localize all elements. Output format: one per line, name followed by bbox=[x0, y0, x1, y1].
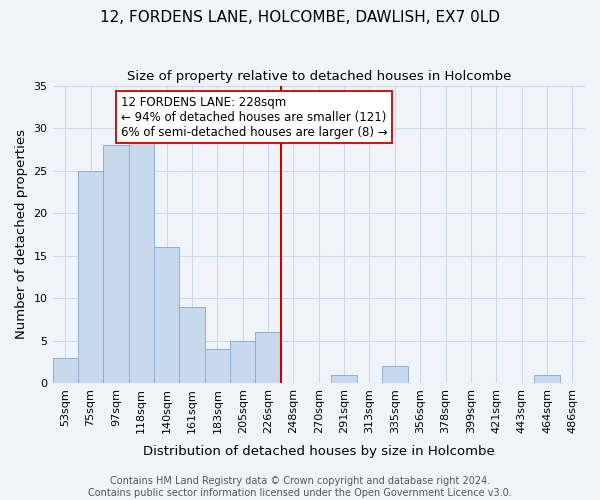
Bar bbox=[103, 145, 128, 384]
Bar bbox=[230, 341, 256, 384]
Y-axis label: Number of detached properties: Number of detached properties bbox=[15, 130, 28, 340]
X-axis label: Distribution of detached houses by size in Holcombe: Distribution of detached houses by size … bbox=[143, 444, 494, 458]
Bar bbox=[534, 375, 560, 384]
Title: Size of property relative to detached houses in Holcombe: Size of property relative to detached ho… bbox=[127, 70, 511, 83]
Bar bbox=[256, 332, 281, 384]
Bar bbox=[382, 366, 407, 384]
Text: Contains HM Land Registry data © Crown copyright and database right 2024.
Contai: Contains HM Land Registry data © Crown c… bbox=[88, 476, 512, 498]
Bar bbox=[78, 170, 103, 384]
Bar bbox=[128, 136, 154, 384]
Bar bbox=[154, 247, 179, 384]
Bar bbox=[179, 307, 205, 384]
Bar bbox=[331, 375, 357, 384]
Bar bbox=[205, 350, 230, 384]
Bar bbox=[53, 358, 78, 384]
Text: 12, FORDENS LANE, HOLCOMBE, DAWLISH, EX7 0LD: 12, FORDENS LANE, HOLCOMBE, DAWLISH, EX7… bbox=[100, 10, 500, 25]
Text: 12 FORDENS LANE: 228sqm
← 94% of detached houses are smaller (121)
6% of semi-de: 12 FORDENS LANE: 228sqm ← 94% of detache… bbox=[121, 96, 388, 139]
